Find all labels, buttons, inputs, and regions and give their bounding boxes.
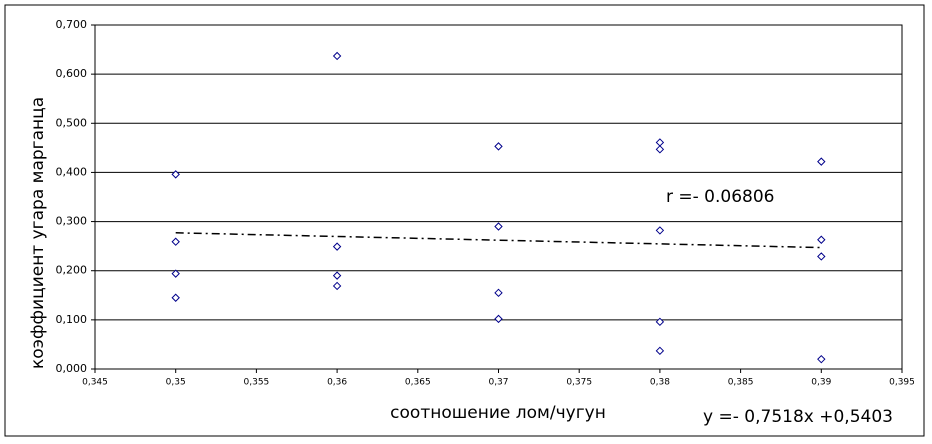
point	[494, 314, 503, 324]
x-axis-label: соотношение лом/чугун	[390, 403, 606, 423]
point	[332, 51, 342, 61]
y-tick-label: 0,200	[56, 264, 88, 277]
y-tick-label: 0,600	[56, 67, 88, 80]
y-tick-label: 0,300	[56, 215, 88, 228]
point	[655, 226, 665, 235]
x-tick-label: 0,39	[811, 378, 831, 388]
y-tick-label: 0,500	[56, 116, 88, 129]
x-tick-label: 0,365	[405, 378, 431, 388]
x-tick-label: 0,37	[488, 378, 508, 388]
x-tick-label: 0,385	[728, 378, 754, 388]
point	[817, 157, 826, 166]
point	[332, 271, 342, 280]
x-tick-label: 0,355	[244, 378, 270, 388]
y-axis-label: коэффициент угара марганца	[28, 97, 48, 369]
x-tick-label: 0,395	[889, 378, 915, 388]
x-tick-label: 0,35	[166, 378, 186, 388]
x-tick-label: 0,345	[82, 378, 108, 388]
y-tick-label: 0,000	[56, 362, 88, 375]
trendline-equation: y =- 0,7518x +0,5403	[703, 407, 893, 427]
point	[171, 269, 180, 278]
annotation: r =- 0.06806	[666, 187, 774, 207]
point	[655, 145, 665, 154]
chart-frame	[4, 4, 925, 437]
point	[817, 354, 826, 364]
point	[171, 237, 180, 246]
point	[655, 317, 665, 327]
point	[332, 281, 342, 291]
point	[171, 293, 180, 302]
point	[171, 170, 180, 179]
point	[332, 242, 342, 251]
plot-area	[94, 24, 903, 370]
y-tick-label: 0,400	[56, 165, 88, 178]
point	[494, 288, 503, 298]
x-tick-label: 0,36	[327, 378, 347, 388]
point	[655, 346, 665, 356]
point	[817, 252, 826, 261]
y-tick-label: 0,700	[56, 18, 88, 31]
point	[494, 142, 503, 151]
x-tick-label: 0,38	[650, 378, 670, 388]
x-tick-label: 0,375	[566, 378, 592, 388]
point	[494, 222, 503, 231]
y-tick-label: 0,100	[56, 313, 88, 326]
point	[817, 235, 826, 244]
